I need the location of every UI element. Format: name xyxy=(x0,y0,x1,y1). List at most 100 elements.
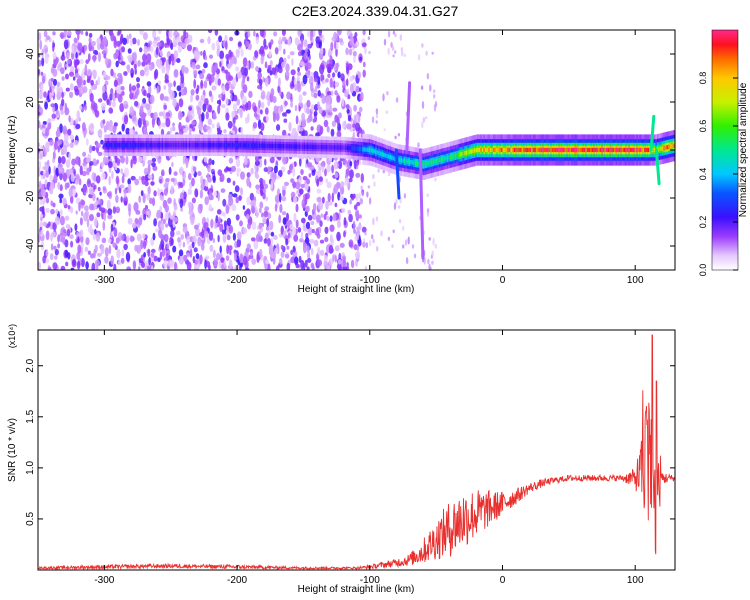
noise-speck xyxy=(61,76,65,81)
noise-speck xyxy=(355,172,361,178)
noise-speck xyxy=(157,118,161,127)
noise-speck xyxy=(361,191,364,197)
noise-speck xyxy=(167,197,172,204)
noise-speck xyxy=(145,103,151,111)
x-tick-label: -200 xyxy=(227,575,247,586)
noise-speck xyxy=(120,196,123,203)
noise-speck xyxy=(394,135,397,140)
band-cell xyxy=(521,147,524,153)
noise-speck xyxy=(287,170,291,175)
noise-speck xyxy=(170,177,175,183)
noise-speck xyxy=(112,124,117,134)
noise-speck xyxy=(219,173,225,183)
band-cell xyxy=(486,147,489,153)
noise-speck xyxy=(421,101,425,109)
band-cell xyxy=(335,145,338,150)
noise-speck xyxy=(250,61,255,69)
noise-speck xyxy=(306,162,312,168)
noise-speck xyxy=(173,171,178,176)
noise-speck xyxy=(239,109,243,119)
noise-speck xyxy=(326,215,330,222)
noise-speck xyxy=(173,50,179,60)
noise-speck xyxy=(139,30,144,36)
noise-speck xyxy=(55,129,61,138)
noise-speck xyxy=(224,82,230,91)
noise-speck xyxy=(284,253,290,259)
noise-speck xyxy=(165,204,169,213)
noise-speck xyxy=(164,42,168,49)
band-cell xyxy=(297,144,299,149)
noise-speck xyxy=(326,181,332,189)
noise-speck xyxy=(65,159,71,169)
noise-speck xyxy=(317,104,321,110)
noise-speck xyxy=(417,54,421,61)
noise-speck xyxy=(237,71,242,79)
noise-speck xyxy=(229,59,233,66)
band-cell xyxy=(547,147,550,153)
noise-speck xyxy=(425,116,428,120)
noise-speck xyxy=(72,76,76,81)
noise-speck xyxy=(191,241,195,249)
band-cell xyxy=(322,145,325,150)
noise-speck xyxy=(161,169,165,177)
noise-speck xyxy=(300,183,306,188)
noise-speck xyxy=(394,50,397,54)
noise-speck xyxy=(150,248,156,254)
noise-speck xyxy=(156,42,162,47)
noise-speck xyxy=(278,214,282,224)
noise-speck xyxy=(213,190,217,197)
noise-speck xyxy=(103,71,107,78)
noise-speck xyxy=(74,179,79,185)
band-cell xyxy=(566,147,569,153)
band-cell xyxy=(383,152,385,157)
noise-speck xyxy=(174,261,177,270)
band-cell xyxy=(504,147,507,153)
noise-speck xyxy=(107,214,113,220)
noise-speck xyxy=(289,163,293,170)
noise-speck xyxy=(211,85,217,91)
noise-speck xyxy=(313,30,316,37)
noise-speck xyxy=(399,34,403,41)
spectrogram-y-label: Frequency (Hz) xyxy=(7,116,18,185)
noise-speck xyxy=(307,214,313,221)
band-cell xyxy=(634,147,637,153)
band-cell xyxy=(234,143,237,148)
band-cell xyxy=(540,147,543,153)
noise-speck xyxy=(246,213,250,220)
noise-speck xyxy=(300,259,305,270)
noise-speck xyxy=(210,194,214,201)
band-cell xyxy=(212,143,215,148)
colorbar-tick-label: 0.0 xyxy=(698,264,708,277)
band-cell xyxy=(607,147,610,153)
noise-speck xyxy=(163,96,169,101)
band-cell xyxy=(249,143,252,148)
noise-speck xyxy=(89,92,94,103)
noise-speck xyxy=(346,78,349,87)
band-cell xyxy=(583,147,586,153)
snr-background xyxy=(38,330,675,570)
noise-speck xyxy=(403,53,407,58)
noise-speck xyxy=(360,185,363,190)
noise-speck xyxy=(85,237,90,246)
band-cell xyxy=(228,143,231,148)
noise-speck xyxy=(335,63,339,72)
noise-speck xyxy=(267,263,271,270)
noise-speck xyxy=(127,183,132,194)
noise-speck xyxy=(201,112,205,122)
noise-speck xyxy=(193,70,198,76)
band-cell xyxy=(457,152,460,157)
band-cell xyxy=(617,147,620,153)
band-cell xyxy=(209,143,212,148)
noise-speck xyxy=(77,32,80,41)
y-tick-label: -40 xyxy=(25,238,36,253)
noise-speck xyxy=(102,221,106,231)
noise-speck xyxy=(75,156,81,165)
noise-speck xyxy=(306,117,311,124)
noise-speck xyxy=(162,57,166,63)
noise-speck xyxy=(178,91,182,97)
noise-speck xyxy=(64,239,69,248)
noise-speck xyxy=(60,265,66,270)
noise-speck xyxy=(201,242,205,251)
noise-speck xyxy=(314,86,318,93)
noise-speck xyxy=(203,80,208,89)
